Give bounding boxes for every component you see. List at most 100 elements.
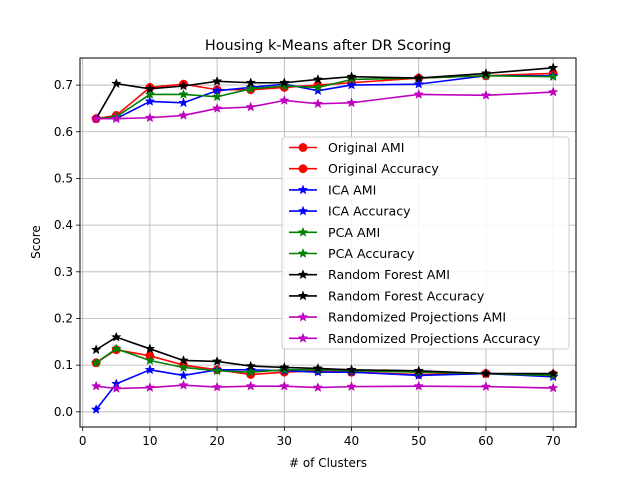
data-point <box>413 88 424 99</box>
data-point <box>279 77 290 88</box>
legend-marker <box>297 332 309 343</box>
data-point <box>346 381 357 392</box>
x-axis-label: # of Clusters <box>289 456 367 470</box>
y-tick-label: 0.6 <box>54 125 73 139</box>
data-point <box>413 369 424 380</box>
series-line <box>96 74 554 120</box>
data-point <box>480 381 492 392</box>
legend-label: ICA Accuracy <box>328 204 411 219</box>
data-point <box>144 88 156 99</box>
data-point <box>178 379 189 390</box>
data-point <box>211 102 223 113</box>
data-point <box>547 382 559 393</box>
data-point <box>346 97 357 108</box>
y-tick-label: 0.5 <box>54 171 73 185</box>
legend-label: Original AMI <box>328 140 404 155</box>
data-point <box>90 357 102 368</box>
legend-box <box>281 136 570 350</box>
data-point <box>90 113 102 124</box>
legend-label: Randomized Projections AMI <box>328 310 506 325</box>
data-point <box>346 79 357 90</box>
legend-entry: Random Forest Accuracy <box>289 288 485 303</box>
data-point <box>111 113 122 124</box>
data-point <box>211 381 223 392</box>
legend-entry: Randomized Projections AMI <box>289 310 506 325</box>
series-randomized-projections-ami <box>90 379 559 393</box>
legend-marker <box>297 205 309 216</box>
legend-entry: Original AMI <box>289 140 404 155</box>
legend-entry: ICA AMI <box>289 182 376 197</box>
data-point <box>178 369 189 380</box>
legend-entry: Random Forest AMI <box>289 267 450 282</box>
data-point <box>178 97 189 108</box>
x-tick-label: 30 <box>277 434 292 448</box>
legend-label: Original Accuracy <box>328 161 439 176</box>
data-point <box>245 83 256 94</box>
data-point <box>245 77 256 88</box>
data-point <box>178 361 189 372</box>
data-point <box>547 62 559 73</box>
legend-label: Randomized Projections Accuracy <box>328 331 541 346</box>
legend-marker <box>297 311 309 322</box>
data-point <box>312 382 324 393</box>
series-line <box>95 348 554 377</box>
data-point <box>111 78 122 89</box>
data-point <box>144 95 156 106</box>
data-point <box>312 362 324 373</box>
legend-marker <box>297 290 309 301</box>
x-tick-label: 40 <box>344 434 359 448</box>
data-point <box>312 85 324 96</box>
series-randomized-projections-accuracy <box>90 86 559 124</box>
data-point <box>144 343 156 354</box>
legend-label: PCA AMI <box>328 225 380 240</box>
data-point <box>111 331 122 342</box>
data-point <box>211 365 223 376</box>
legend-entry: PCA AMI <box>289 225 380 240</box>
data-point <box>279 361 290 372</box>
series-line <box>96 91 554 120</box>
legend-entry: Randomized Projections Accuracy <box>289 331 541 346</box>
y-tick-label: 0.2 <box>54 311 73 325</box>
data-point <box>90 403 102 414</box>
data-point <box>346 73 357 84</box>
data-point <box>547 71 559 82</box>
data-point <box>480 67 492 78</box>
data-point <box>413 380 424 391</box>
legend-label: ICA AMI <box>328 182 376 197</box>
y-axis-label: Score <box>29 225 43 259</box>
x-tick-label: 0 <box>79 434 87 448</box>
data-point <box>547 86 559 97</box>
legend-marker <box>298 143 308 152</box>
data-point <box>245 101 256 112</box>
legend-label: Random Forest Accuracy <box>328 288 485 303</box>
data-point <box>413 78 424 89</box>
data-point <box>279 94 290 105</box>
data-point <box>144 354 156 365</box>
axis-ticks: 0 10 20 30 40 50 60 70 0.0 0.1 0.2 0.3 0.4 0.5 0.6 0.7 <box>54 78 561 448</box>
data-point <box>547 368 559 379</box>
data-point <box>144 83 156 94</box>
data-point <box>312 81 324 92</box>
legend-entry: Original Accuracy <box>289 161 439 176</box>
data-point <box>312 73 324 84</box>
legend-entry: ICA Accuracy <box>289 204 411 219</box>
legend-label: PCA Accuracy <box>328 246 415 261</box>
x-tick-label: 70 <box>546 434 561 448</box>
data-point <box>144 382 156 393</box>
series-layer <box>90 62 559 414</box>
data-point <box>178 88 189 99</box>
data-point <box>90 344 102 355</box>
data-point <box>211 91 223 102</box>
data-point <box>245 380 256 391</box>
series-line <box>95 336 554 375</box>
y-tick-label: 0.7 <box>54 78 73 92</box>
legend-marker <box>297 184 309 195</box>
data-point <box>480 89 492 100</box>
x-tick-label: 50 <box>411 434 426 448</box>
data-point <box>111 343 122 354</box>
legend-entry: PCA Accuracy <box>289 246 415 261</box>
legend-label: Random Forest AMI <box>328 267 450 282</box>
data-point <box>211 355 223 366</box>
